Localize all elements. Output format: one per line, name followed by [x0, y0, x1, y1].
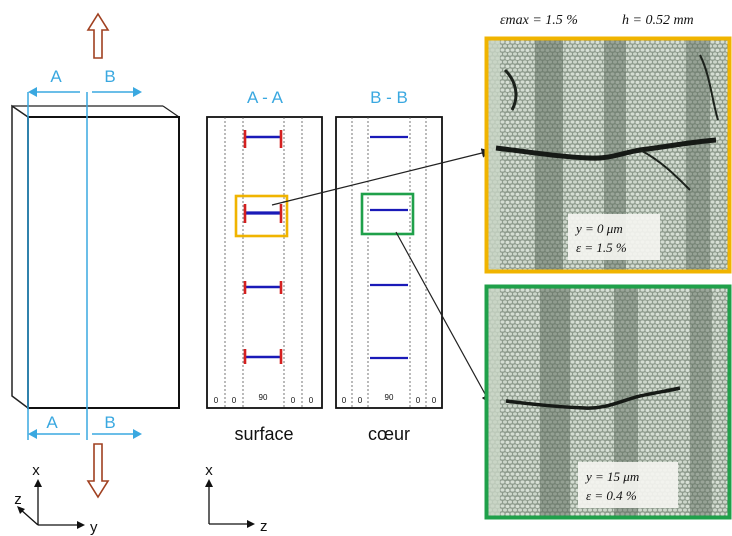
- micrograph-bottom-frame: [484, 284, 732, 520]
- axis-x-label: x: [32, 462, 40, 479]
- axis-x-label-2: x: [205, 462, 213, 479]
- load-arrow-down-icon: [86, 443, 110, 499]
- aa-highlight-box: [234, 194, 289, 238]
- aa-ply-label: 90: [259, 393, 268, 402]
- section-label-b-top: B: [104, 67, 115, 86]
- section-panel-bb: B - B 0 0 90 0 0 cœur: [335, 88, 443, 444]
- section-panel-aa: A - A 0 0 90: [206, 88, 323, 444]
- crack-micro-top: [495, 137, 717, 161]
- bb-ply-label: 0: [342, 396, 347, 405]
- bb-ply-label: 0: [416, 396, 421, 405]
- section-label-a-bottom: A: [46, 413, 58, 432]
- micrograph-top: y = 0 μm ε = 1.5 %: [484, 36, 732, 274]
- panel-aa-title: A - A: [247, 88, 284, 107]
- aa-ply-label: 0: [309, 396, 314, 405]
- panel-bb-title: B - B: [370, 88, 408, 107]
- header-formula: εmax = 1.5 % h = 0.52 mm: [500, 13, 694, 28]
- micrograph-top-frame: [484, 36, 732, 274]
- section-label-b-bottom: B: [104, 413, 115, 432]
- bb-ply-label: 0: [358, 396, 363, 405]
- micro-top-eps-label: ε = 1.5 %: [576, 240, 627, 255]
- load-arrow-up-icon: [86, 12, 110, 59]
- specimen-front-face: [27, 116, 180, 409]
- leader-line-top: [271, 148, 492, 206]
- specimen-diagram: A B A B: [11, 12, 180, 499]
- leader-line-bottom: [395, 231, 491, 405]
- specimen-side-face: [11, 104, 29, 410]
- micrograph-bottom: y = 15 μm ε = 0.4 %: [484, 284, 732, 520]
- micro-bottom-y-label: y = 15 μm: [584, 469, 639, 484]
- axes-xz: x z: [205, 462, 268, 535]
- axis-y-label: y: [90, 519, 98, 536]
- crack-aa-4: [243, 349, 283, 364]
- axes-xyz: x y z: [14, 462, 98, 536]
- crack-aa-2: [243, 204, 283, 223]
- bb-ply-label: 0: [432, 396, 437, 405]
- crack-aa-1: [243, 130, 283, 148]
- micro-top-y-label: y = 0 μm: [574, 221, 623, 236]
- section-label-a-top: A: [50, 67, 62, 86]
- crack-aa-3: [243, 281, 283, 294]
- eps-max-label: εmax = 1.5 %: [500, 13, 578, 28]
- aa-ply-label: 0: [291, 396, 296, 405]
- bb-ply-label: 90: [385, 393, 394, 402]
- aa-ply-label: 0: [232, 396, 237, 405]
- bb-highlight-box: [360, 192, 415, 236]
- micro-bottom-eps-label: ε = 0.4 %: [586, 488, 637, 503]
- thickness-label: h = 0.52 mm: [622, 13, 694, 28]
- panel-aa-caption: surface: [234, 424, 293, 444]
- aa-ply-label: 0: [214, 396, 219, 405]
- crack-micro-bottom: [505, 386, 681, 410]
- axis-z-label-2: z: [260, 518, 268, 535]
- panel-bb-caption: cœur: [368, 424, 410, 444]
- axis-z-label: z: [14, 491, 22, 508]
